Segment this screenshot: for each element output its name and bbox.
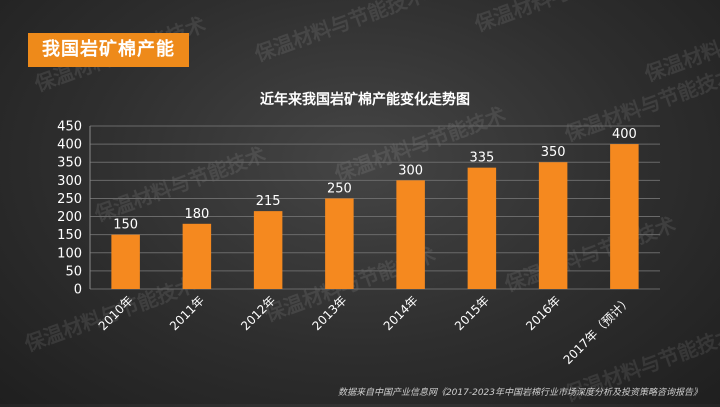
bar	[467, 167, 497, 289]
data-label: 300	[398, 163, 423, 178]
x-tick-label: 2011年	[167, 293, 207, 333]
x-tick-label: 2014年	[381, 293, 421, 333]
y-tick-label: 250	[57, 192, 82, 207]
data-label: 400	[612, 127, 637, 142]
y-tick-label: 350	[57, 156, 82, 171]
y-tick-label: 0	[74, 283, 82, 298]
chart-title: 近年来我国岩矿棉产能变化走势图	[260, 91, 470, 108]
y-tick-label: 150	[57, 228, 82, 243]
bar	[610, 144, 639, 289]
bar	[182, 223, 212, 289]
bar	[325, 198, 354, 289]
bar	[253, 211, 283, 289]
y-tick-label: 400	[57, 138, 82, 153]
y-tick-label: 300	[57, 174, 82, 189]
data-label: 350	[541, 145, 566, 160]
source-note: 数据来自中国产业信息网《2017-2023年中国岩棉行业市场深度分析及投资策略咨…	[337, 388, 702, 398]
header-tag: 我国岩矿棉产能	[28, 33, 189, 67]
data-label: 180	[184, 207, 209, 222]
bar	[111, 234, 140, 289]
label-layer: 150 180 215 250 300 335 350 400	[113, 127, 637, 233]
x-tick-label: 2017年（预计）	[561, 293, 635, 367]
y-tick-label: 450	[57, 120, 82, 135]
data-label: 250	[327, 181, 352, 196]
x-tick-label: 2013年	[310, 293, 350, 333]
x-tick-label: 2016年	[523, 293, 563, 333]
data-label: 335	[469, 151, 494, 166]
data-label: 150	[113, 218, 138, 233]
bar	[538, 162, 568, 289]
y-tick-label: 100	[57, 246, 82, 261]
y-tick-label: 200	[57, 210, 82, 225]
grid-layer	[90, 125, 660, 290]
bar	[396, 180, 425, 289]
y-tick-label: 50	[65, 264, 82, 279]
bar-layer	[111, 144, 639, 289]
data-label: 215	[256, 194, 281, 209]
x-tick-label: 2012年	[238, 293, 278, 333]
x-tick-label: 2015年	[452, 293, 492, 333]
x-tick-label: 2010年	[96, 293, 136, 333]
